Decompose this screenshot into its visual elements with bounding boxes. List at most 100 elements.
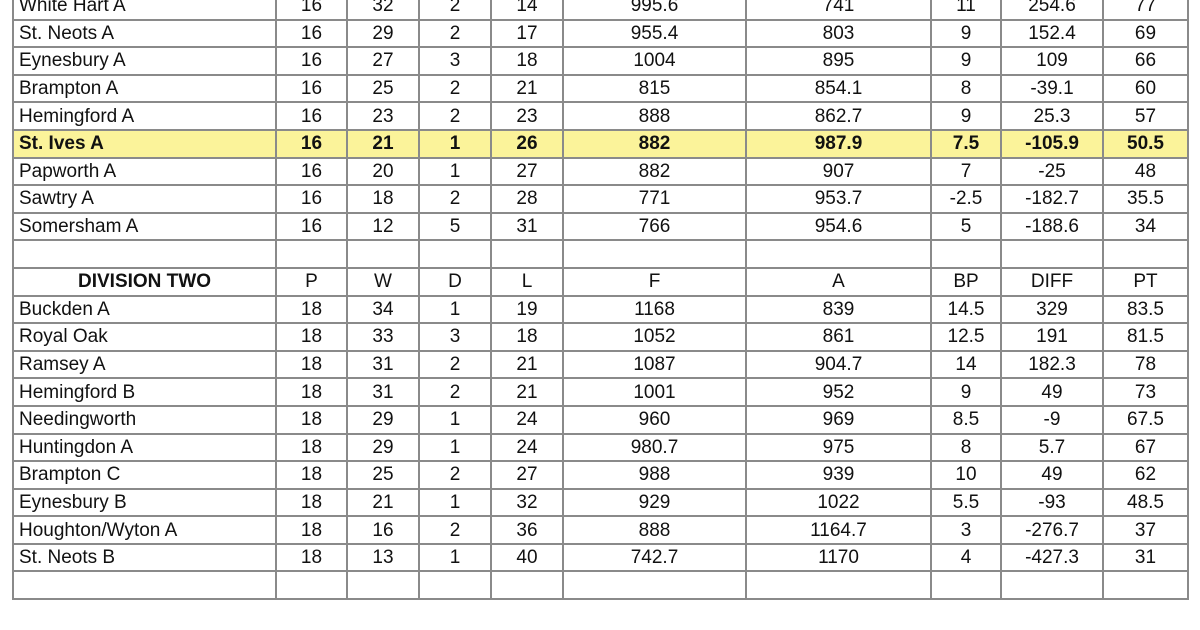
lost-cell: 18 — [490, 322, 564, 352]
league-table: White Hart A 16 32 2 14 995.6 741 11 254.6 77 St. … — [12, 0, 1189, 601]
played-cell: 18 — [275, 460, 348, 490]
bonus-points-cell: 7.5 — [930, 128, 1002, 159]
won-cell: 25 — [346, 73, 420, 104]
table-row: St. Neots B 18 13 1 40 742.7 1170 4 -427.3 31 — [12, 542, 1189, 573]
team-cell: Brampton A — [12, 73, 277, 104]
played-cell: 16 — [275, 156, 348, 187]
won-cell: 31 — [346, 377, 420, 407]
played-cell: 18 — [275, 404, 348, 435]
against-cell: 741 — [745, 0, 932, 21]
against-cell: 803 — [745, 18, 932, 49]
empty-cell — [745, 570, 932, 601]
table-row: Brampton C 18 25 2 27 988 939 10 49 62 — [12, 460, 1189, 490]
difference-cell: -39.1 — [1000, 73, 1104, 104]
empty-cell — [930, 570, 1002, 601]
drawn-cell: 1 — [418, 487, 492, 518]
table-row: St. Neots A 16 29 2 17 955.4 803 9 152.4 69 — [12, 18, 1189, 49]
blank-row — [12, 570, 1189, 601]
difference-cell: -182.7 — [1000, 184, 1104, 214]
table-row: Papworth A 16 20 1 27 882 907 7 -25 48 — [12, 156, 1189, 187]
played-cell: 18 — [275, 322, 348, 352]
points-cell: 60 — [1102, 73, 1189, 104]
points-cell: 66 — [1102, 46, 1189, 76]
points-cell: 50.5 — [1102, 128, 1189, 159]
for-cell: 988 — [562, 460, 747, 490]
won-cell: 21 — [346, 487, 420, 518]
against-cell: 904.7 — [745, 349, 932, 380]
played-cell: 16 — [275, 73, 348, 104]
team-cell: Needingworth — [12, 404, 277, 435]
won-cell: 32 — [346, 0, 420, 21]
lost-cell: 27 — [490, 460, 564, 490]
for-cell: 1001 — [562, 377, 747, 407]
team-cell: St. Neots A — [12, 18, 277, 49]
team-cell: Brampton C — [12, 460, 277, 490]
empty-cell — [418, 570, 492, 601]
bonus-points-cell: 8 — [930, 432, 1002, 463]
against-cell: 862.7 — [745, 101, 932, 131]
blank-row — [12, 239, 1189, 269]
won-cell: 25 — [346, 460, 420, 490]
empty-cell — [346, 239, 420, 269]
against-cell: 975 — [745, 432, 932, 463]
bonus-points-cell: 9 — [930, 18, 1002, 49]
team-cell: DIVISION TWO — [12, 266, 277, 297]
played-cell: 16 — [275, 18, 348, 49]
table-row: White Hart A 16 32 2 14 995.6 741 11 254.6 77 — [12, 0, 1189, 21]
empty-cell — [1000, 239, 1104, 269]
played-cell: 16 — [275, 211, 348, 242]
bonus-points-cell: 7 — [930, 156, 1002, 187]
empty-cell — [490, 239, 564, 269]
table-row: Brampton A 16 25 2 21 815 854.1 8 -39.1 60 — [12, 73, 1189, 104]
lost-cell: 21 — [490, 349, 564, 380]
played-cell: 18 — [275, 542, 348, 573]
highlighted-table-row: St. Ives A 16 21 1 26 882 987.9 7.5 -105.9 50.5 — [12, 128, 1189, 159]
won-cell: 23 — [346, 101, 420, 131]
table-row: Buckden A 18 34 1 19 1168 839 14.5 329 83.5 — [12, 294, 1189, 325]
drawn-cell: 2 — [418, 0, 492, 21]
points-cell: 34 — [1102, 211, 1189, 242]
difference-cell: -9 — [1000, 404, 1104, 435]
lost-cell: 31 — [490, 211, 564, 242]
drawn-cell: 1 — [418, 294, 492, 325]
points-cell: 48 — [1102, 156, 1189, 187]
drawn-cell: 2 — [418, 460, 492, 490]
difference-cell: -25 — [1000, 156, 1104, 187]
won-cell: 12 — [346, 211, 420, 242]
for-cell: 771 — [562, 184, 747, 214]
played-cell: 18 — [275, 349, 348, 380]
bonus-points-cell: 9 — [930, 101, 1002, 131]
team-cell: Eynesbury B — [12, 487, 277, 518]
bonus-points-cell: 5.5 — [930, 487, 1002, 518]
team-cell: Royal Oak — [12, 322, 277, 352]
team-cell: Hemingford B — [12, 377, 277, 407]
drawn-cell: 1 — [418, 128, 492, 159]
points-cell: PT — [1102, 266, 1189, 297]
won-cell: 34 — [346, 294, 420, 325]
played-cell: 16 — [275, 128, 348, 159]
won-cell: 20 — [346, 156, 420, 187]
played-cell: 16 — [275, 46, 348, 76]
won-cell: 13 — [346, 542, 420, 573]
won-cell: W — [346, 266, 420, 297]
won-cell: 29 — [346, 432, 420, 463]
difference-cell: 109 — [1000, 46, 1104, 76]
team-cell: White Hart A — [12, 0, 277, 21]
against-cell: 861 — [745, 322, 932, 352]
lost-cell: 14 — [490, 0, 564, 21]
bonus-points-cell: 9 — [930, 377, 1002, 407]
team-cell: Sawtry A — [12, 184, 277, 214]
table-row: Eynesbury A 16 27 3 18 1004 895 9 109 66 — [12, 46, 1189, 76]
table-row: Hemingford A 16 23 2 23 888 862.7 9 25.3 57 — [12, 101, 1189, 131]
team-cell: Eynesbury A — [12, 46, 277, 76]
bonus-points-cell: 10 — [930, 460, 1002, 490]
table-row: Royal Oak 18 33 3 18 1052 861 12.5 191 81.5 — [12, 322, 1189, 352]
played-cell: 18 — [275, 487, 348, 518]
difference-cell: 5.7 — [1000, 432, 1104, 463]
difference-cell: -105.9 — [1000, 128, 1104, 159]
empty-cell — [1102, 239, 1189, 269]
won-cell: 29 — [346, 18, 420, 49]
drawn-cell: 2 — [418, 18, 492, 49]
drawn-cell: 2 — [418, 377, 492, 407]
points-cell: 31 — [1102, 542, 1189, 573]
